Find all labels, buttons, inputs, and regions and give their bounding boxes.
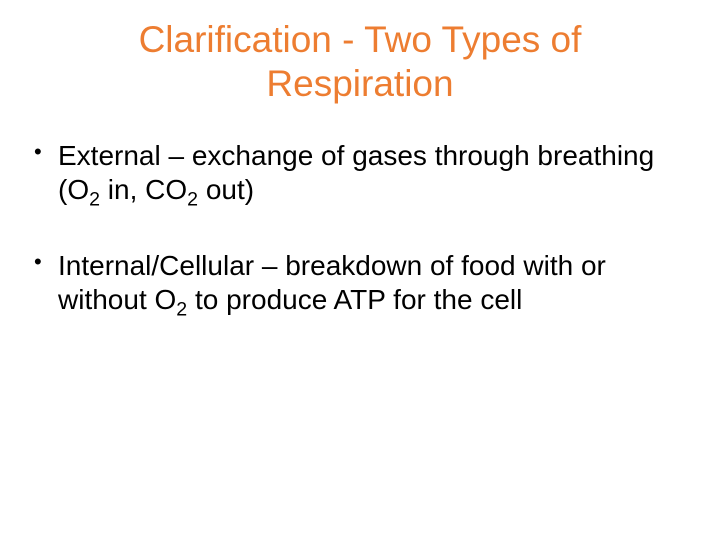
bullet-text: to produce ATP for the cell xyxy=(187,284,522,315)
title-line-2: Respiration xyxy=(266,63,453,104)
slide: Clarification - Two Types of Respiration… xyxy=(0,0,720,540)
bullet-item: Internal/Cellular – breakdown of food wi… xyxy=(34,249,686,317)
bullet-list: External – exchange of gases through bre… xyxy=(34,139,686,318)
slide-title: Clarification - Two Types of Respiration xyxy=(0,0,720,107)
subscript: 2 xyxy=(187,189,198,211)
subscript: 2 xyxy=(176,299,187,321)
subscript: 2 xyxy=(89,189,100,211)
bullet-item: External – exchange of gases through bre… xyxy=(34,139,686,207)
bullet-text: in, CO xyxy=(100,174,187,205)
slide-content: External – exchange of gases through bre… xyxy=(0,107,720,318)
title-line-1: Clarification - Two Types of xyxy=(139,19,582,60)
bullet-text: out) xyxy=(198,174,254,205)
